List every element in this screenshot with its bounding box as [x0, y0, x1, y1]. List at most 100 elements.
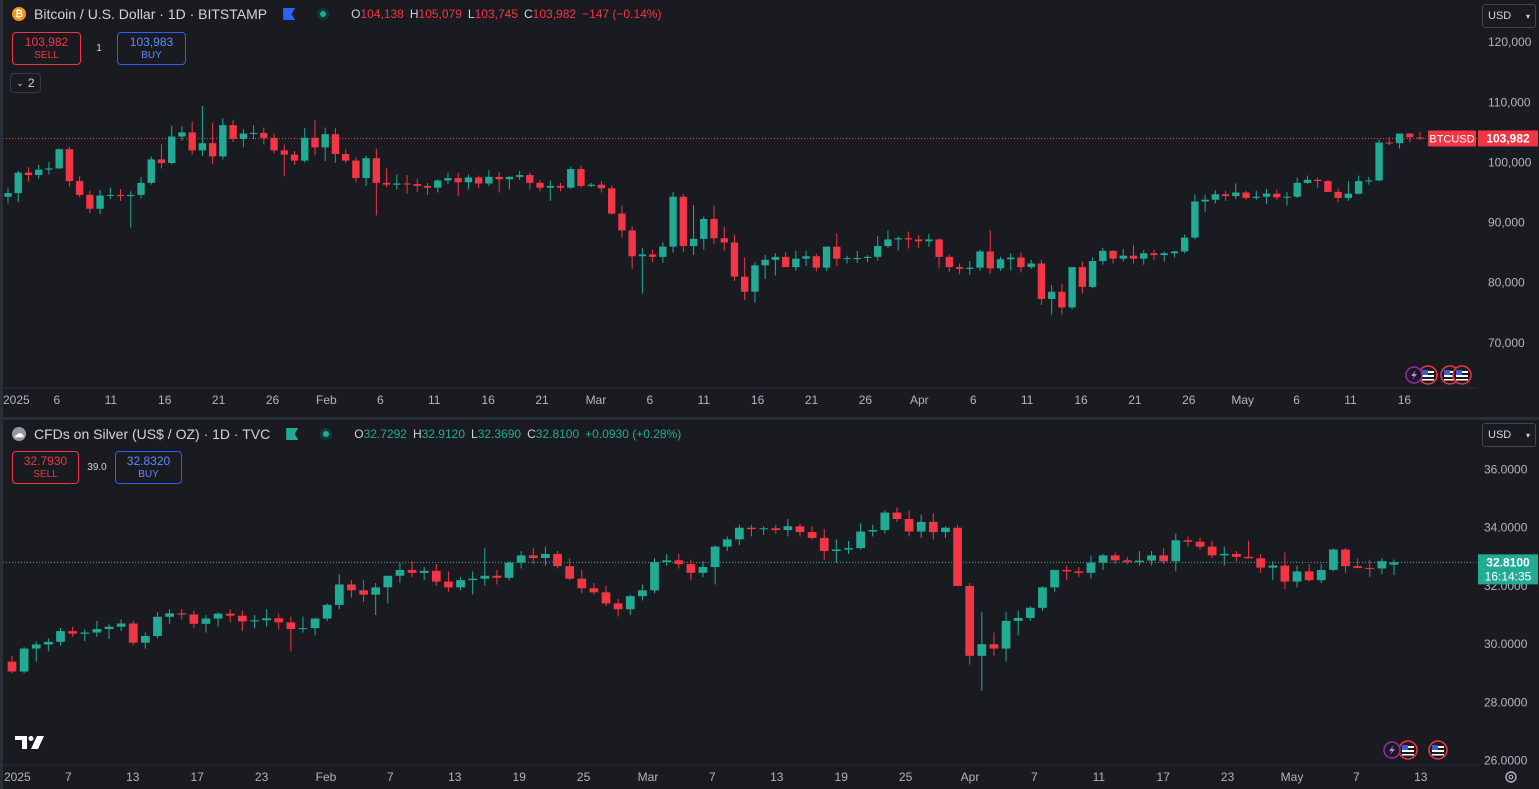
candle	[1159, 548, 1169, 565]
symbol-title[interactable]: Bitcoin / U.S. Dollar · 1D · BITSTAMP	[34, 6, 268, 22]
candle	[341, 149, 350, 164]
candle-body	[1119, 255, 1127, 259]
candle	[955, 263, 964, 275]
candle-body	[662, 560, 671, 563]
candle	[1207, 540, 1217, 559]
x-tick-label: 6	[1293, 393, 1300, 407]
candle-body	[587, 184, 595, 186]
pane-separator[interactable]	[0, 417, 1539, 420]
candle	[352, 157, 360, 183]
candle-body	[1109, 250, 1117, 259]
candle-body	[382, 182, 391, 185]
candle-body	[1406, 133, 1414, 138]
candle-body	[1180, 237, 1189, 252]
candle	[24, 167, 33, 182]
x-tick-label: 7	[65, 770, 72, 784]
candle-body	[80, 632, 90, 634]
candle-body	[904, 518, 914, 532]
indicator-count: 2	[27, 76, 35, 90]
last-price-tag	[1478, 130, 1538, 147]
candle	[916, 514, 926, 538]
silver-chart-pane[interactable]: 26.0000 28.0000 30.0000 32.0000 34.0000 36.00…	[0, 420, 1539, 789]
candle-body	[188, 132, 196, 151]
us-flag-icon[interactable]	[1452, 365, 1472, 385]
candle	[807, 526, 817, 540]
candle	[986, 230, 994, 274]
candle	[383, 575, 393, 604]
candle-body	[553, 553, 562, 567]
candle-body	[262, 618, 271, 621]
candle-body	[935, 239, 943, 257]
candle	[1147, 551, 1156, 566]
bitcoin-icon: ₿	[12, 7, 26, 21]
x-tick-label: 13	[126, 770, 140, 784]
trade-buttons: 103,982 SELL 1 103,983 BUY	[12, 32, 186, 65]
candle-body	[1027, 263, 1035, 268]
candle	[4, 187, 12, 204]
candle-body	[989, 644, 999, 649]
candle	[1334, 188, 1342, 203]
sell-button[interactable]: 103,982 SELL	[12, 32, 81, 65]
candle-body	[393, 183, 401, 185]
candle-body	[1047, 291, 1056, 299]
candle-body	[955, 267, 964, 269]
candle-body	[1283, 196, 1291, 198]
green-flag-icon[interactable]	[286, 428, 299, 440]
candle-body	[601, 592, 611, 604]
buy-button[interactable]: 103,983 BUY	[117, 32, 186, 65]
candle-body	[229, 125, 237, 139]
sell-button[interactable]: 32.7930 SELL	[12, 451, 79, 484]
candle-body	[528, 555, 538, 558]
candle	[648, 249, 657, 263]
earnings-marker-icon[interactable]	[1383, 741, 1401, 759]
candle-body	[1334, 191, 1342, 198]
candle-body	[301, 137, 309, 161]
candle-body	[1050, 569, 1059, 588]
candle-body	[1183, 540, 1193, 542]
silver-candlestick-chart[interactable]: 26.000028.000030.000032.000034.000036.00…	[0, 420, 1539, 789]
candle-body	[1395, 133, 1404, 144]
blue-flag-icon[interactable]	[283, 8, 296, 20]
candle	[863, 255, 872, 263]
candle-body	[383, 575, 393, 588]
candle	[546, 180, 554, 201]
indicators-collapse-button[interactable]: ⌄ 2	[10, 73, 41, 93]
buy-button[interactable]: 32.8320 BUY	[115, 451, 182, 484]
market-status-icon[interactable]	[320, 428, 333, 440]
candle-body	[863, 256, 872, 259]
candle-body	[515, 175, 524, 177]
candle	[189, 610, 199, 629]
us-flag-icon[interactable]	[1428, 740, 1448, 760]
symbol-tag	[1428, 130, 1476, 147]
currency-label: USD	[1488, 10, 1512, 22]
candle	[19, 647, 29, 674]
us-flag-icon[interactable]	[1398, 740, 1418, 760]
candle-body	[128, 623, 138, 643]
x-tick-label: 25	[899, 770, 913, 784]
candle	[106, 187, 115, 200]
market-status-icon[interactable]	[317, 8, 330, 20]
candle	[201, 615, 211, 633]
candle	[996, 256, 1005, 271]
candle-body	[198, 143, 207, 151]
currency-select[interactable]: USD ▾	[1482, 423, 1536, 447]
btc-candlestick-chart[interactable]: 70,000 80,000 90,000 100,000 110,000 120,000 2…	[0, 0, 1539, 417]
currency-select[interactable]: USD ▾	[1482, 4, 1536, 28]
tradingview-logo[interactable]	[14, 734, 48, 750]
candle	[127, 191, 135, 228]
legend-header: ☁ CFDs on Silver (US$ / OZ) · 1D · TVC O…	[12, 426, 681, 442]
earnings-marker-icon[interactable]	[1405, 366, 1423, 384]
trade-buttons: 32.7930 SELL 39.0 32.8320 BUY	[12, 451, 182, 484]
candle-body	[1268, 565, 1278, 568]
candle-body	[1099, 250, 1107, 262]
chevron-down-icon: ▾	[1525, 11, 1530, 21]
btc-chart-pane[interactable]: 70,000 80,000 90,000 100,000 110,000 120,000 2…	[0, 0, 1539, 417]
x-tick-label: Apr	[910, 393, 929, 407]
symbol-title[interactable]: CFDs on Silver (US$ / OZ) · 1D · TVC	[34, 426, 271, 442]
gear-icon[interactable]	[1503, 769, 1519, 785]
open-value: 32.7292	[363, 427, 407, 441]
candle	[1293, 177, 1301, 198]
candle-body	[468, 578, 478, 581]
candle	[1273, 189, 1281, 200]
candle	[80, 629, 90, 642]
